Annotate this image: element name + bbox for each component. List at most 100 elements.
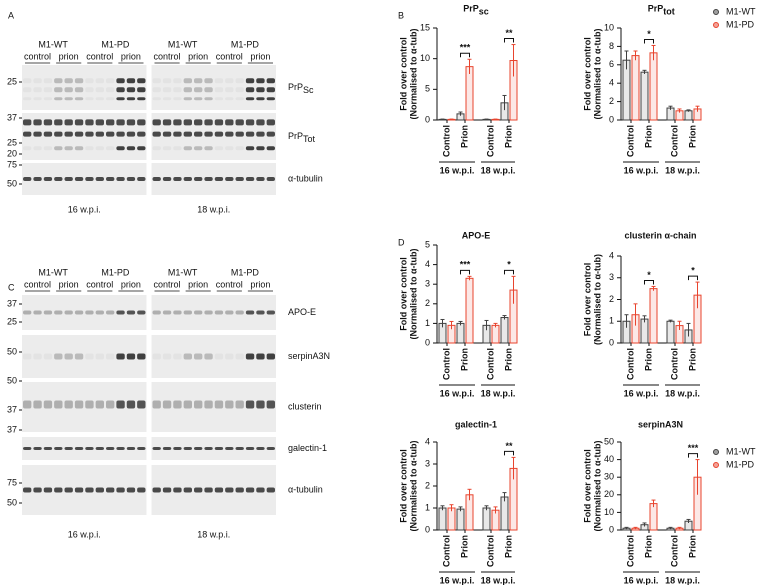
blot-band (225, 97, 234, 101)
legend-label: M1-PD (726, 459, 755, 469)
blot-band (214, 400, 224, 409)
blot-band (23, 97, 32, 101)
timepoint-label: 18 w.p.i. (197, 529, 230, 539)
group-label: 18 w.p.i. (481, 165, 516, 175)
blot-band (266, 310, 275, 315)
blot-band (126, 400, 136, 409)
blot-band (256, 97, 265, 101)
mw-marker: 37 (7, 298, 17, 308)
blot-band (33, 119, 42, 126)
blot-strip (151, 113, 276, 160)
mw-marker: 25 (7, 316, 17, 326)
sig-bracket (460, 269, 470, 275)
group-label: 16 w.p.i. (624, 388, 659, 398)
blot-band (54, 87, 63, 93)
blot-band (137, 310, 146, 315)
blot-band (173, 400, 182, 409)
mw-marker: 50 (7, 497, 17, 507)
blot-band (266, 487, 275, 493)
chart-title: PrP (463, 3, 479, 13)
blot-band (235, 97, 244, 101)
blot-band (152, 131, 161, 137)
group-label: 18 w.p.i. (665, 575, 700, 585)
blot-band (116, 131, 125, 137)
blot-band (106, 146, 115, 151)
blot-band (194, 131, 203, 137)
x-tick-label: Prion (459, 125, 469, 148)
blot-band (23, 400, 32, 409)
blot-band (256, 78, 265, 84)
y-tick-label: 2 (425, 298, 430, 308)
blot-band (85, 78, 94, 84)
blot-band (173, 353, 182, 360)
blot-band (225, 177, 234, 181)
group-label: 18 w.p.i. (481, 575, 516, 585)
blot-strip (22, 335, 147, 378)
blot-band (152, 119, 161, 126)
sig-label: *** (688, 443, 699, 453)
x-tick-label: Prion (503, 535, 513, 558)
group-label: 16 w.p.i. (440, 165, 475, 175)
condition-label: control (24, 279, 51, 289)
chart-title: clusterin α-chain (624, 230, 696, 240)
blot-band (162, 447, 172, 450)
y-axis-label: (Normalised to α-tub) (592, 28, 602, 119)
y-axis-label: Fold over control (398, 37, 408, 111)
x-tick-label: Prion (643, 348, 653, 371)
blot-band (106, 487, 115, 493)
blot-band (85, 310, 94, 315)
group-label: 18 w.p.i. (665, 388, 700, 398)
blot-band (214, 97, 224, 101)
label-main: clusterin (288, 401, 322, 411)
blot-band (225, 487, 234, 493)
blot-band (33, 97, 42, 101)
blot-band (245, 177, 255, 181)
blot-band (106, 310, 115, 315)
blot-band (23, 487, 32, 493)
blot-band (126, 487, 136, 493)
blot-band (173, 177, 182, 181)
blot-band (162, 119, 172, 126)
genotype-label: M1-WT (168, 267, 198, 277)
blot-band (64, 400, 73, 409)
blot-band (85, 177, 94, 181)
blot-band (126, 131, 136, 137)
blot-band (256, 447, 265, 450)
blot-band (43, 487, 53, 493)
x-tick-label: Prion (643, 535, 653, 558)
sig-bracket (504, 269, 514, 275)
genotype-label: M1-WT (38, 267, 68, 277)
y-tick-label: 4 (609, 78, 614, 88)
label-main: galectin-1 (288, 443, 327, 453)
blot-band (194, 447, 203, 450)
blot-band (266, 146, 275, 151)
timepoint-label: 18 w.p.i. (197, 204, 230, 214)
blot-band (266, 400, 275, 409)
blot-band (194, 177, 203, 181)
blot-band (256, 310, 265, 315)
condition-label: prion (121, 51, 141, 61)
blot-band (74, 447, 84, 450)
condition-label: prion (59, 279, 79, 289)
y-tick-label: 50 (604, 436, 614, 446)
blot-strip (22, 295, 147, 330)
blot-band (194, 87, 203, 93)
blot-strip (151, 335, 276, 378)
y-tick-label: 0 (425, 524, 430, 534)
blot-strip (22, 465, 147, 515)
sig-bracket (644, 38, 654, 44)
y-axis-label: (Normalised to α-tub) (592, 440, 602, 531)
blot-band (95, 131, 104, 137)
blot-band (74, 78, 84, 84)
blot-band (54, 487, 63, 493)
blot-band (214, 78, 224, 84)
blot-band (214, 131, 224, 137)
sig-bracket (688, 275, 698, 281)
blot-band (85, 447, 94, 450)
blot-band (152, 78, 161, 84)
blot-band (266, 353, 275, 360)
y-tick-label: 0 (609, 337, 614, 347)
blot-band (95, 487, 104, 493)
blot-band (266, 131, 275, 137)
blot-band (162, 310, 172, 315)
